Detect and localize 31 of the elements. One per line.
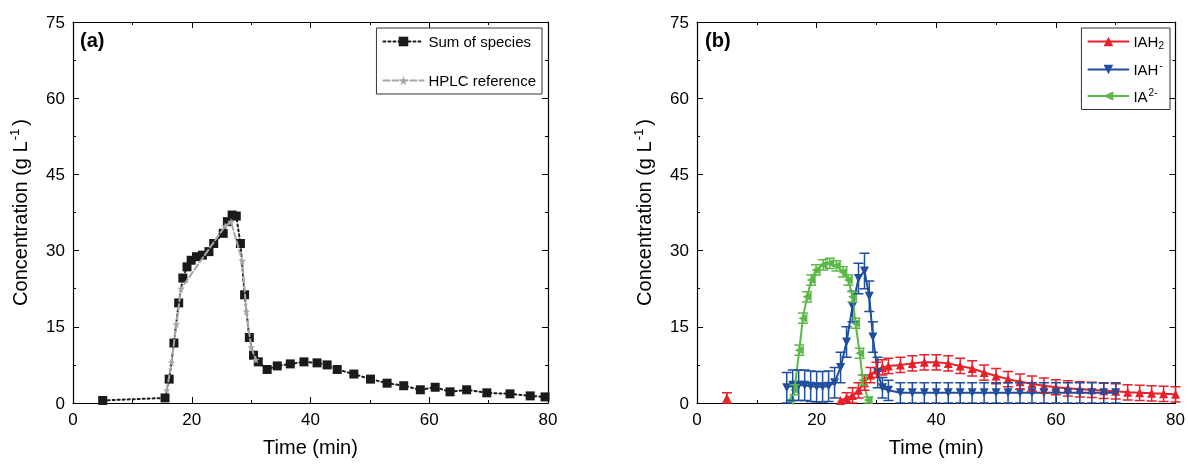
y-tick-label: 15 [46, 317, 65, 337]
y-tick-label: 0 [55, 393, 65, 413]
x-tick-label: 80 [1166, 410, 1186, 429]
legend-label: IAH- [1133, 60, 1163, 78]
y-tick-label: 15 [670, 317, 689, 337]
y-tick-label: 75 [46, 12, 65, 32]
y-tick-label: 30 [46, 241, 65, 261]
annotation: (b) [705, 29, 731, 51]
x-tick-label: 60 [419, 410, 439, 429]
y-tick-label: 75 [670, 12, 689, 32]
legend-label: HPLC reference [428, 72, 537, 89]
y-tick-label: 30 [670, 241, 689, 261]
x-tick-label: 20 [807, 410, 827, 429]
y-tick-label: 60 [670, 88, 689, 108]
x-tick-label: 40 [926, 410, 946, 429]
y-tick-label: 45 [46, 164, 65, 184]
y-tick-label: 45 [670, 164, 689, 184]
x-tick-label: 80 [538, 410, 558, 429]
x-tick-label: 0 [692, 410, 702, 429]
x-tick-label: 60 [1046, 410, 1066, 429]
y-axis-title: Concentration (g L-1) [7, 119, 31, 306]
x-tick-label: 20 [182, 410, 202, 429]
x-axis-title: Time (min) [263, 436, 358, 458]
y-tick-label: 60 [46, 88, 65, 108]
legend-label: Sum of species [428, 33, 531, 50]
x-tick-label: 40 [301, 410, 320, 429]
annotation: (a) [80, 29, 105, 51]
y-axis-title: Concentration (g L-1) [631, 119, 655, 306]
x-axis-title: Time (min) [888, 436, 984, 458]
x-tick-label: 0 [68, 410, 78, 429]
y-tick-label: 0 [679, 393, 689, 413]
